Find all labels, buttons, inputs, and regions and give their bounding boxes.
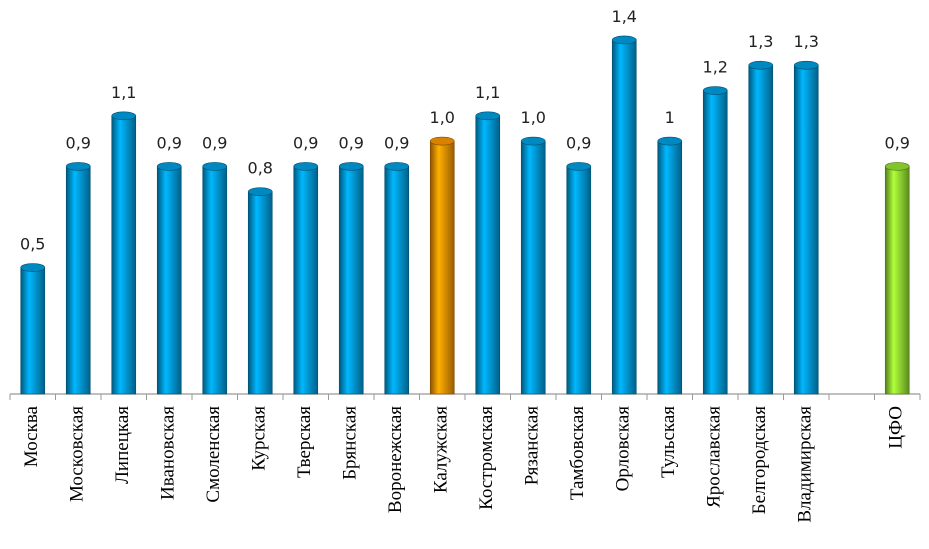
bar-cap <box>475 111 501 121</box>
value-label: 0,9 <box>384 133 409 152</box>
x-tick-label: Брянская <box>340 406 361 480</box>
bar <box>20 267 46 395</box>
bar <box>156 166 182 395</box>
x-tick-label: Ивановская <box>158 406 179 500</box>
bar <box>475 115 501 395</box>
value-label: 0,9 <box>157 133 182 152</box>
x-tick-label: Костромская <box>476 406 497 510</box>
bar <box>338 166 364 395</box>
bar <box>611 39 637 395</box>
value-label: 0,5 <box>20 235 45 254</box>
value-label: 0,9 <box>566 133 591 152</box>
value-label: 0,8 <box>248 159 273 178</box>
bar <box>293 166 319 395</box>
x-tick-label: ЦФО <box>886 406 907 449</box>
value-label: 1,0 <box>521 108 546 127</box>
bar <box>748 64 774 395</box>
x-tick-label: Тамбовская <box>567 406 588 500</box>
bar <box>247 191 273 395</box>
bar-cap <box>429 136 455 146</box>
bar <box>111 115 137 395</box>
bar <box>202 166 228 395</box>
x-tick-label: Тульская <box>658 406 679 478</box>
bar-cap <box>247 187 273 196</box>
x-tick-label: Москва <box>21 405 42 467</box>
value-label: 1,1 <box>111 83 136 102</box>
value-label: 0,9 <box>885 133 910 152</box>
value-label: 0,9 <box>66 133 91 152</box>
x-tick-label: Орловская <box>613 406 634 492</box>
x-tick-label: Воронежская <box>385 406 406 513</box>
bar <box>793 64 819 395</box>
bar <box>702 90 728 395</box>
x-tick-label: Владимирская <box>795 406 816 523</box>
x-tick-label: Смоленская <box>203 406 224 503</box>
bar-cap <box>156 162 182 171</box>
bar <box>65 166 91 395</box>
value-label: 0,9 <box>293 133 318 152</box>
x-tick-label: Курская <box>249 406 270 471</box>
bar <box>429 140 455 395</box>
x-tick-label: Тверская <box>294 406 315 478</box>
bar-cap <box>566 162 592 171</box>
bar-cap <box>520 136 546 146</box>
bar <box>657 140 683 395</box>
bar <box>566 166 592 395</box>
value-label: 1,3 <box>748 32 773 51</box>
bar-cap <box>293 162 319 171</box>
x-tick-label: Белгородская <box>749 406 770 515</box>
bar-cap <box>611 35 637 45</box>
bar-cap <box>793 60 819 70</box>
bar-cap <box>338 162 364 171</box>
bar <box>884 166 910 395</box>
x-tick-label: Московская <box>67 406 88 502</box>
bar-cap <box>111 111 137 121</box>
value-label: 1,1 <box>475 83 500 102</box>
bar-cap <box>202 162 228 171</box>
bar-cap <box>384 162 410 171</box>
bar-cap <box>657 136 683 146</box>
value-label: 1,4 <box>612 7 637 26</box>
bar <box>384 166 410 395</box>
bar-cap <box>748 60 774 70</box>
value-label: 0,9 <box>339 133 364 152</box>
value-label: 1,2 <box>703 58 728 77</box>
x-tick-label: Ярославская <box>704 406 725 508</box>
bar <box>520 140 546 395</box>
x-tick-label: Калужская <box>431 406 452 493</box>
bar-cap <box>20 263 46 272</box>
value-label: 1 <box>665 108 675 127</box>
bar-cap <box>65 162 91 171</box>
x-tick-label: Рязанская <box>522 406 543 485</box>
value-label: 0,9 <box>202 133 227 152</box>
bar-cap <box>884 162 910 171</box>
bar-cap <box>702 86 728 95</box>
value-label: 1,0 <box>430 108 455 127</box>
x-tick-label: Липецкая <box>112 406 133 484</box>
value-label: 1,3 <box>794 32 819 51</box>
